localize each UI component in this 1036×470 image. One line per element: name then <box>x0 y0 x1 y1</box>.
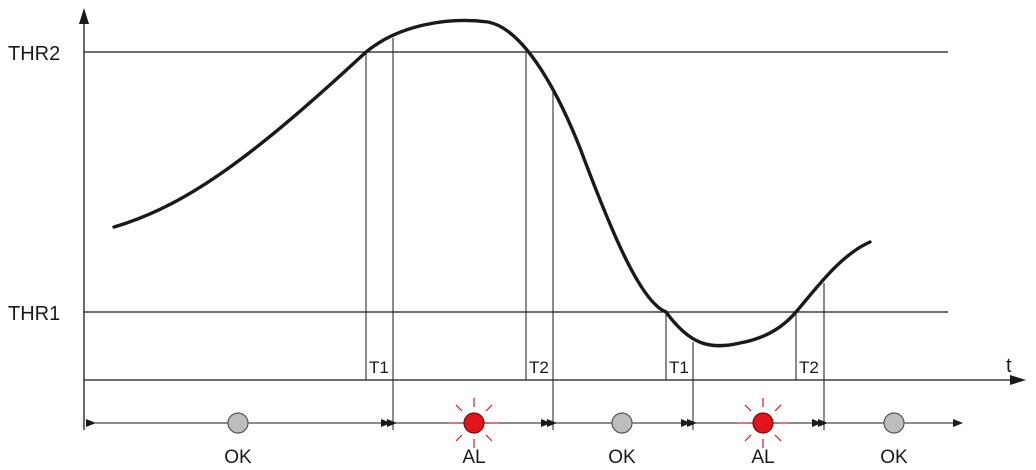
grey-indicator-icon <box>883 412 905 434</box>
timing-markers <box>365 38 825 430</box>
timer-labels: T1 T2 T1 T2 <box>369 358 819 377</box>
threshold-lines: THR2 THR1 <box>8 43 948 325</box>
timer-label-t1: T1 <box>669 358 689 377</box>
threshold-label-thr1: THR1 <box>8 303 60 325</box>
timer-label-t2: T2 <box>529 358 549 377</box>
axes: t <box>79 8 1026 430</box>
grey-indicator-icon <box>227 412 249 434</box>
time-axis-label: t <box>1006 355 1012 377</box>
timer-label-t1: T1 <box>369 358 389 377</box>
state-label-ok: OK <box>224 447 252 468</box>
grey-indicator-icon <box>611 412 633 434</box>
state-label-al: AL <box>462 447 485 468</box>
red-flashing-indicator-icon <box>449 398 499 448</box>
signal-curve <box>112 18 872 348</box>
state-label-ok: OK <box>608 447 636 468</box>
timer-label-t2: T2 <box>799 358 819 377</box>
x-axis-arrow-icon <box>1010 375 1026 385</box>
y-axis-arrow-icon <box>79 8 89 24</box>
state-label-al: AL <box>751 447 774 468</box>
threshold-label-thr2: THR2 <box>8 43 60 65</box>
state-labels: OK AL OK AL OK <box>224 447 908 468</box>
state-indicators <box>227 398 905 448</box>
state-label-ok: OK <box>880 447 908 468</box>
red-flashing-indicator-icon <box>738 398 788 448</box>
